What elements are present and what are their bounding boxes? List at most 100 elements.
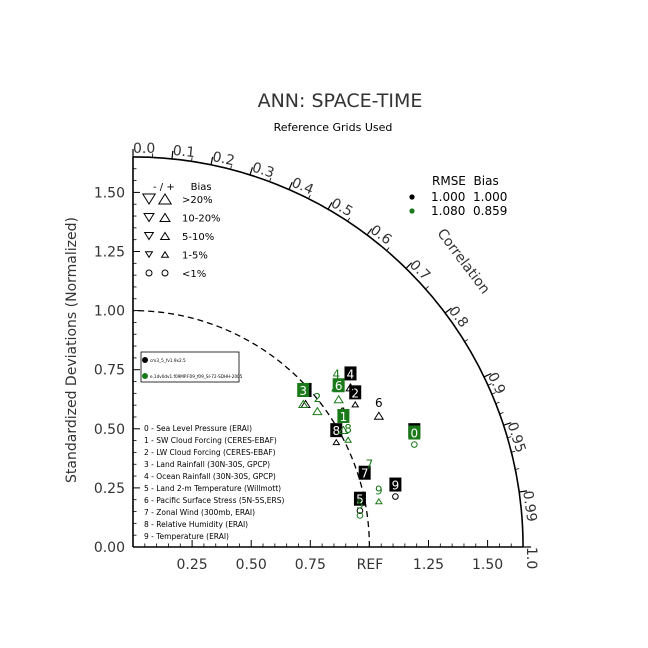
data-point: 6	[373, 396, 385, 420]
corr-minor-tick	[230, 165, 232, 170]
corr-minor-tick	[511, 450, 516, 453]
y-axis-label: Standardized Deviations (Normalized)	[64, 217, 80, 483]
data-point: 9	[374, 483, 383, 505]
corr-tick-label: 0.6	[367, 222, 394, 248]
x-tick-label: 0.75	[295, 557, 326, 573]
variable-list-item: 4 - Ocean Rainfall (30N-30S, GPCP)	[144, 472, 276, 481]
data-point-label: 7	[366, 457, 374, 471]
bias-legend-down-triangle	[143, 232, 155, 241]
variable-list-item: 0 - Sea Level Pressure (ERAI)	[144, 424, 252, 433]
bias-marker-circle	[356, 507, 364, 515]
data-point-label: 8	[344, 422, 352, 436]
corr-tick-label: 0.3	[250, 160, 276, 182]
data-point: 7	[358, 465, 371, 481]
corr-tick	[503, 422, 512, 426]
ref-label: REF	[357, 557, 384, 573]
bias-marker-circle	[392, 493, 399, 500]
data-point-label: 4	[332, 367, 340, 381]
data-point: 6	[332, 378, 345, 404]
data-point: 2	[312, 391, 323, 416]
bias-legend-circle	[145, 269, 153, 277]
corr-tick	[405, 262, 413, 269]
data-point: 7	[366, 457, 374, 471]
rmse-legend-rmse: 1.000	[431, 190, 465, 204]
bias-legend-up-triangle	[160, 250, 170, 258]
corr-tick	[366, 228, 373, 236]
bias-legend-up-triangle	[159, 212, 171, 222]
bias-marker-circle	[356, 512, 364, 519]
corr-minor-tick	[491, 392, 496, 395]
data-point-label: 1	[340, 410, 348, 424]
bias-marker-small-triangle	[374, 497, 383, 505]
corr-minor-tick	[499, 412, 504, 415]
bias-legend-down-triangle	[143, 213, 155, 223]
corr-minor-tick	[191, 157, 193, 162]
corr-tick	[210, 156, 214, 165]
corr-tick-label: 0.8	[445, 303, 471, 330]
chart-title: ANN: SPACE-TIME	[258, 90, 423, 112]
x-tick-label: 1.25	[413, 557, 444, 573]
bias-legend-row-label: 5-10%	[182, 232, 214, 243]
corr-tick-label: 0.2	[211, 149, 236, 169]
data-point-box	[297, 382, 310, 397]
data-point: 5	[353, 491, 366, 515]
corr-tick	[444, 307, 452, 314]
data-point-label: 3	[299, 384, 307, 398]
corr-minor-tick	[464, 339, 469, 342]
bias-marker-up-triangle	[345, 382, 356, 392]
rmse-legend-dot	[409, 208, 415, 214]
rmse-legend-bias: 0.859	[473, 204, 507, 218]
x-tick-label: 0.25	[177, 557, 208, 573]
y-tick-label: 0.50	[94, 422, 125, 438]
corr-tick	[327, 201, 333, 210]
rmse-legend-bias: 1.000	[473, 190, 507, 204]
bias-marker-up-triangle	[297, 399, 309, 408]
bias-marker-up-triangle	[338, 425, 349, 434]
data-point-label: 8	[332, 424, 340, 438]
data-point: 5	[356, 497, 364, 519]
data-point-box	[389, 477, 402, 492]
bias-marker-small-triangle	[332, 438, 341, 446]
bias-legend-row-label: 10-20%	[182, 214, 221, 225]
data-point-box	[408, 425, 421, 440]
rmse-legend-rmse: 1.080	[431, 204, 465, 218]
data-point: 1	[337, 408, 350, 434]
correlation-label: Correlation	[434, 226, 493, 297]
data-point-label: 6	[335, 379, 343, 393]
y-tick-label: 1.00	[94, 304, 125, 320]
corr-tick	[288, 181, 293, 190]
data-point-box	[349, 385, 362, 400]
bias-legend-up-triangle	[157, 193, 173, 205]
outer-arc	[132, 156, 524, 548]
x-tick-label: 1.50	[472, 557, 503, 573]
data-point-label: 4	[347, 367, 355, 381]
data-point-label: 6	[375, 396, 383, 410]
bias-legend-up-triangle	[159, 231, 171, 240]
model-legend-box	[140, 351, 240, 383]
corr-minor-tick	[425, 286, 429, 290]
data-point-label: 5	[356, 493, 364, 507]
chart-subtitle: Reference Grids Used	[274, 121, 393, 134]
data-point-box	[332, 378, 345, 393]
y-tick-label: 0.00	[94, 540, 125, 556]
corr-minor-tick	[495, 401, 500, 405]
corr-tick	[171, 150, 174, 159]
corr-tick-label: 0.5	[328, 195, 355, 220]
bias-marker-up-triangle	[373, 411, 385, 420]
model-legend-dot	[142, 373, 148, 379]
corr-minor-tick	[386, 247, 390, 251]
y-tick-label: 1.50	[94, 185, 125, 201]
corr-tick-label: 0.0	[133, 141, 155, 157]
data-point-label: 0	[410, 427, 418, 441]
data-point: 3	[297, 382, 310, 408]
corr-tick	[249, 167, 253, 176]
bias-legend-row-label: 1-5%	[182, 251, 208, 262]
variable-list-item: 2 - LW Cloud Forcing (CERES-EBAF)	[144, 448, 276, 457]
bias-marker-up-triangle	[333, 394, 344, 404]
model-legend: cm3_5_fv1.9x2.5 e.1dv0dv1.f09MP.F09_f09_S…	[140, 351, 243, 383]
corr-tick	[519, 490, 528, 493]
corr-tick-label: 0.9	[484, 370, 508, 397]
bias-marker-small-triangle	[351, 400, 360, 408]
data-point-label: 7	[361, 467, 369, 481]
